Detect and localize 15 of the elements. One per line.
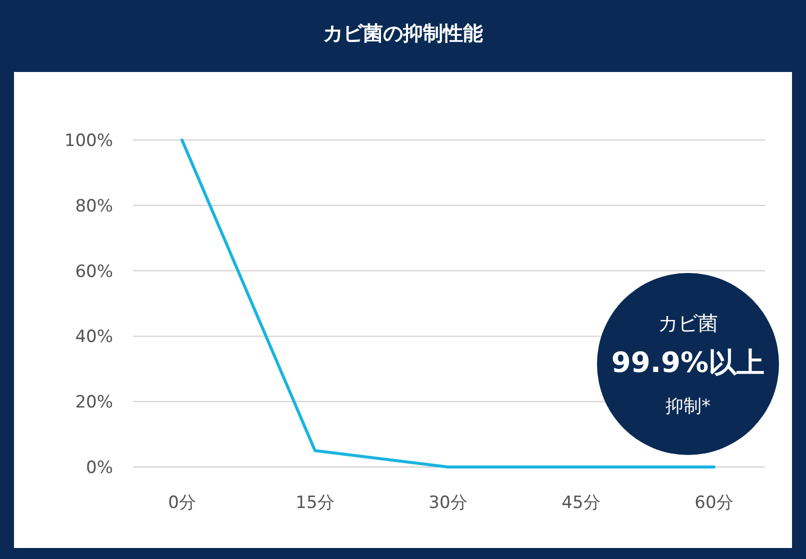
- annotation: 99.9%以上: [611, 346, 765, 379]
- x-tick-label: 0分: [168, 493, 196, 513]
- y-tick-label: 20%: [75, 392, 113, 413]
- x-tick-label: 30分: [428, 493, 468, 513]
- x-tick-label: 60分: [694, 493, 734, 513]
- x-tick-label: 15分: [296, 493, 334, 513]
- annotation: カビ菌: [658, 311, 718, 335]
- chart-title: カビ菌の抑制性能: [323, 21, 483, 45]
- y-tick-label: 0%: [86, 458, 113, 478]
- y-tick-label: 40%: [75, 327, 113, 348]
- annotation: 抑制*: [666, 396, 710, 417]
- y-tick-label: 60%: [75, 262, 113, 282]
- x-tick-label: 45分: [562, 493, 600, 513]
- y-tick-label: 80%: [75, 196, 113, 216]
- y-tick-label: 100%: [64, 131, 113, 151]
